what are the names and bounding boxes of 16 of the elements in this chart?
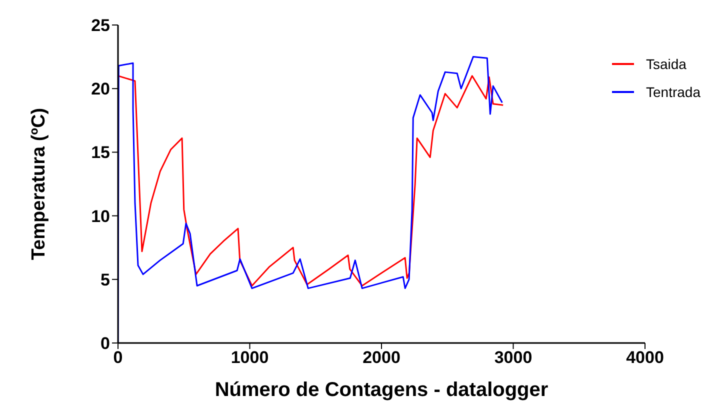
x-tick-label: 4000 (626, 348, 664, 368)
x-tick-label: 0 (113, 348, 123, 368)
x-tick-label: 1000 (230, 348, 269, 368)
y-axis-title: Temperatura (ºC) (28, 108, 50, 260)
y-tick-label: 0 (100, 334, 110, 354)
x-tick-label: 3000 (494, 348, 532, 368)
legend-label: Tentrada (646, 84, 700, 100)
y-tick-label: 25 (91, 16, 110, 36)
y-tick-label: 10 (91, 206, 110, 226)
y-tick-label: 15 (91, 143, 110, 162)
legend-label: Tsaida (646, 56, 686, 72)
x-axis-title: Número de Contagens - datalogger (214, 379, 548, 401)
x-tick-label: 2000 (362, 348, 400, 368)
line-series (118, 75, 504, 287)
y-tick-label: 20 (91, 80, 110, 99)
y-tick-label: 5 (100, 270, 110, 290)
